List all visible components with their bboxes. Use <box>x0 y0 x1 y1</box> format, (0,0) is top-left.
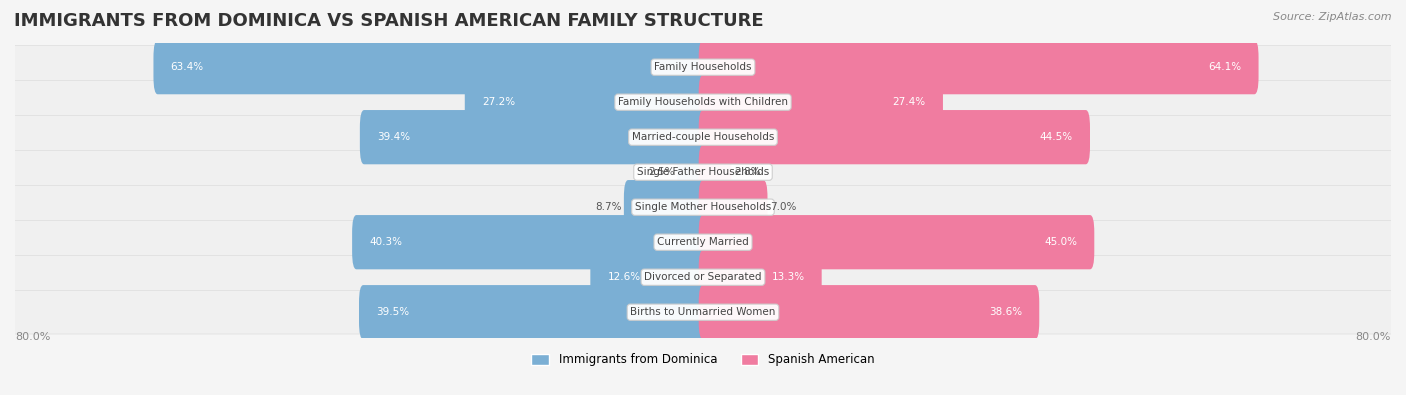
Text: 44.5%: 44.5% <box>1039 132 1073 142</box>
Text: 64.1%: 64.1% <box>1208 62 1241 72</box>
FancyBboxPatch shape <box>14 290 1392 334</box>
FancyBboxPatch shape <box>699 110 1090 164</box>
FancyBboxPatch shape <box>352 215 707 269</box>
Text: 27.4%: 27.4% <box>893 97 925 107</box>
Text: 2.5%: 2.5% <box>648 167 675 177</box>
Legend: Immigrants from Dominica, Spanish American: Immigrants from Dominica, Spanish Americ… <box>527 348 879 371</box>
Text: 12.6%: 12.6% <box>607 272 641 282</box>
Text: Source: ZipAtlas.com: Source: ZipAtlas.com <box>1274 12 1392 22</box>
Text: 80.0%: 80.0% <box>15 333 51 342</box>
Text: 39.4%: 39.4% <box>377 132 411 142</box>
Text: IMMIGRANTS FROM DOMINICA VS SPANISH AMERICAN FAMILY STRUCTURE: IMMIGRANTS FROM DOMINICA VS SPANISH AMER… <box>14 12 763 30</box>
Text: 13.3%: 13.3% <box>772 272 804 282</box>
FancyBboxPatch shape <box>14 256 1392 299</box>
Text: 40.3%: 40.3% <box>370 237 402 247</box>
FancyBboxPatch shape <box>678 145 707 199</box>
FancyBboxPatch shape <box>699 180 768 234</box>
FancyBboxPatch shape <box>14 185 1392 229</box>
Text: 63.4%: 63.4% <box>170 62 204 72</box>
Text: Married-couple Households: Married-couple Households <box>631 132 775 142</box>
Text: 2.8%: 2.8% <box>734 167 761 177</box>
FancyBboxPatch shape <box>699 145 731 199</box>
Text: 27.2%: 27.2% <box>482 97 515 107</box>
FancyBboxPatch shape <box>14 150 1392 194</box>
Text: 45.0%: 45.0% <box>1045 237 1077 247</box>
Text: 80.0%: 80.0% <box>1355 333 1391 342</box>
FancyBboxPatch shape <box>360 110 707 164</box>
FancyBboxPatch shape <box>591 250 707 304</box>
Text: Single Father Households: Single Father Households <box>637 167 769 177</box>
FancyBboxPatch shape <box>699 75 943 129</box>
FancyBboxPatch shape <box>14 80 1392 124</box>
Text: 39.5%: 39.5% <box>377 307 409 317</box>
FancyBboxPatch shape <box>14 220 1392 264</box>
FancyBboxPatch shape <box>14 115 1392 159</box>
FancyBboxPatch shape <box>153 40 707 94</box>
FancyBboxPatch shape <box>14 45 1392 89</box>
FancyBboxPatch shape <box>699 215 1094 269</box>
FancyBboxPatch shape <box>359 285 707 339</box>
Text: Births to Unmarried Women: Births to Unmarried Women <box>630 307 776 317</box>
FancyBboxPatch shape <box>624 180 707 234</box>
FancyBboxPatch shape <box>699 40 1258 94</box>
FancyBboxPatch shape <box>465 75 707 129</box>
Text: Divorced or Separated: Divorced or Separated <box>644 272 762 282</box>
Text: Family Households with Children: Family Households with Children <box>619 97 787 107</box>
Text: Family Households: Family Households <box>654 62 752 72</box>
FancyBboxPatch shape <box>699 250 821 304</box>
Text: 8.7%: 8.7% <box>595 202 621 212</box>
Text: 7.0%: 7.0% <box>770 202 796 212</box>
Text: Single Mother Households: Single Mother Households <box>636 202 770 212</box>
FancyBboxPatch shape <box>699 285 1039 339</box>
Text: Currently Married: Currently Married <box>657 237 749 247</box>
Text: 38.6%: 38.6% <box>988 307 1022 317</box>
